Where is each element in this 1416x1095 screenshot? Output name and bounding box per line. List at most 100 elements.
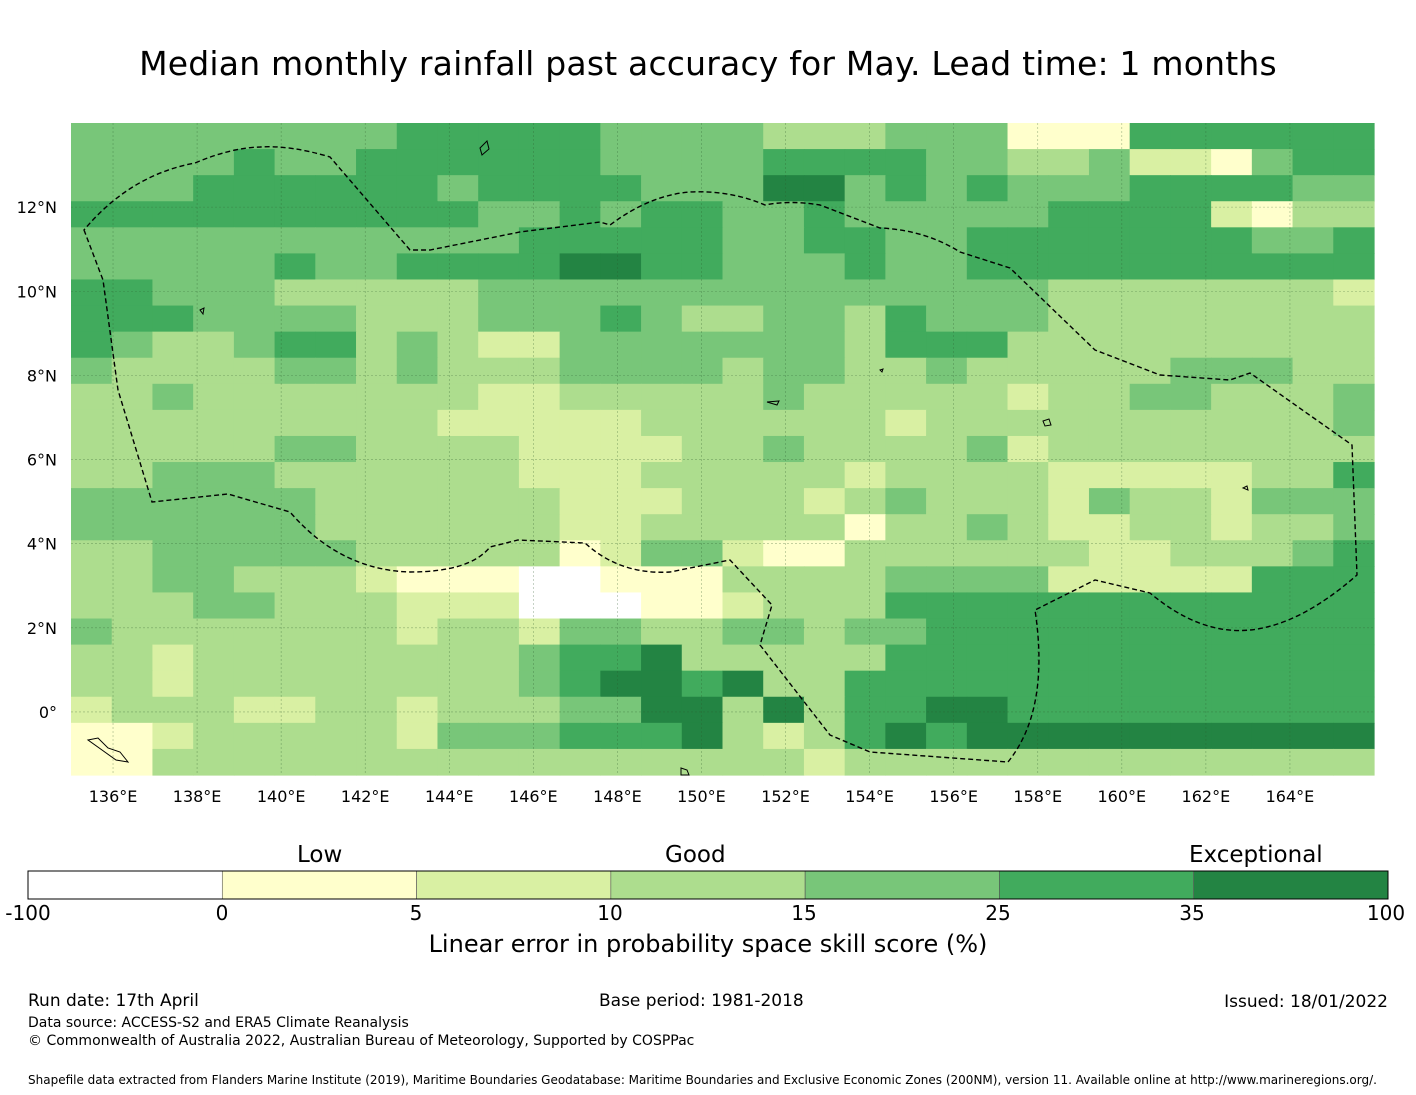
skill-cell [315, 488, 357, 515]
skill-cell [274, 618, 316, 646]
colorbar-segment [221, 870, 417, 900]
skill-cell [722, 279, 764, 307]
skill-cell [1251, 279, 1294, 307]
skill-cell [1007, 566, 1049, 594]
skill-cell [1292, 227, 1334, 254]
skill-cell [803, 149, 846, 176]
skill-cell [1007, 618, 1049, 646]
skill-cell [926, 357, 968, 385]
skill-cell [641, 383, 683, 411]
skill-cell [1048, 722, 1090, 750]
skill-cell [71, 618, 113, 646]
skill-cell [356, 175, 398, 202]
skill-cell [315, 227, 357, 254]
skill-cell [1088, 670, 1131, 698]
skill-cell [681, 253, 724, 281]
skill-cell [600, 566, 642, 594]
skill-cell [1211, 149, 1253, 176]
skill-cell [478, 462, 520, 489]
skill-cell [600, 227, 642, 254]
category-low: Low [297, 842, 343, 868]
skill-cell [1170, 253, 1212, 281]
skill-cell [1170, 592, 1212, 620]
skill-cell [1292, 383, 1334, 411]
skill-cell [803, 253, 846, 281]
skill-cell [396, 123, 439, 150]
skill-cell [1170, 462, 1212, 489]
skill-cell [966, 123, 1009, 150]
skill-cell [885, 670, 927, 698]
skill-cell [193, 227, 235, 254]
skill-cell [1129, 279, 1172, 307]
copyright: © Commonwealth of Australia 2022, Austra… [28, 1033, 695, 1049]
skill-cell [1170, 305, 1212, 333]
skill-cell [722, 331, 764, 359]
skill-cell [681, 566, 724, 594]
skill-cell [396, 149, 439, 176]
skill-cell [885, 566, 927, 594]
skill-cell [885, 462, 927, 489]
skill-cell [885, 149, 927, 176]
skill-cell [396, 696, 439, 724]
skill-cell [1048, 592, 1090, 620]
skill-cell [71, 409, 113, 437]
skill-cell [437, 227, 479, 254]
skill-cell [1170, 357, 1212, 385]
skill-cell [356, 696, 398, 724]
skill-cell [1211, 670, 1253, 698]
skill-cell [559, 175, 601, 202]
skill-cell [274, 644, 316, 672]
skill-cell [641, 123, 683, 150]
skill-cell [152, 514, 194, 541]
skill-cell [681, 357, 724, 385]
skill-cell [356, 462, 398, 489]
skill-cell [885, 175, 927, 202]
skill-cell [600, 670, 642, 698]
skill-cell [518, 123, 561, 150]
skill-cell [1170, 331, 1212, 359]
skill-cell [641, 357, 683, 385]
skill-cell [315, 201, 357, 228]
skill-cell [1170, 175, 1212, 202]
skill-cell [1211, 253, 1253, 281]
skill-cell [803, 592, 846, 620]
base-period: Base period: 1981-2018 [599, 991, 804, 1011]
skill-cell [885, 305, 927, 333]
skill-cell [641, 696, 683, 724]
skill-cell [1048, 123, 1090, 150]
skill-cell [559, 514, 601, 541]
skill-cell [681, 383, 724, 411]
skill-cell [1088, 722, 1131, 750]
skill-cell [1211, 409, 1253, 437]
skill-cell [803, 644, 846, 672]
skill-cell [1251, 540, 1294, 567]
skill-cell [1211, 175, 1253, 202]
latitude-tick-label: 12°N [17, 198, 57, 217]
skill-cell [1292, 435, 1334, 463]
longitude-tick-label: 156°E [929, 787, 978, 806]
skill-cell [233, 123, 276, 150]
skill-cell [315, 462, 357, 489]
skill-cell [1333, 670, 1375, 698]
skill-cell [356, 305, 398, 333]
skill-cell [356, 357, 398, 385]
skill-cell [885, 592, 927, 620]
skill-cell [1048, 644, 1090, 672]
skill-cell [356, 748, 398, 776]
skill-cell [233, 514, 276, 541]
skill-cell [437, 305, 479, 333]
skill-cell [193, 540, 235, 567]
skill-cell [926, 305, 968, 333]
skill-cell [641, 592, 683, 620]
skill-cell [71, 357, 113, 385]
skill-cell [559, 305, 601, 333]
skill-cell [1048, 149, 1090, 176]
skill-cell [1007, 435, 1049, 463]
skill-cell [1292, 462, 1334, 489]
skill-cell [600, 462, 642, 489]
skill-cell [844, 514, 886, 541]
longitude-tick-label: 138°E [173, 787, 222, 806]
skill-cell [274, 149, 316, 176]
longitude-tick-label: 158°E [1013, 787, 1062, 806]
skill-cell [315, 696, 357, 724]
